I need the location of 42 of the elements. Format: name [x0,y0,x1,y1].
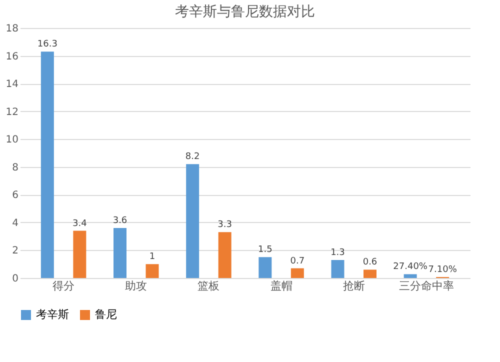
bar [364,270,376,278]
data-label: 3.3 [218,220,232,230]
bar [404,274,417,278]
bar [73,230,86,278]
y-tick-label: 4 [12,218,18,229]
data-label: 1 [149,252,156,262]
data-label: 16.3 [37,40,58,50]
bar [218,232,232,278]
bar [114,228,126,278]
legend-label: 鲁尼 [95,308,117,321]
chart-title: 考辛斯与鲁尼数据对比 [175,4,315,20]
y-tick-label: 16 [6,51,18,62]
x-tick-label: 盖帽 [270,280,292,292]
data-label: 0.7 [290,256,305,266]
x-tick-label: 抢断 [342,280,365,292]
data-label: 7.10% [428,265,458,276]
x-tick-label: 得分 [52,280,75,292]
y-tick-label: 2 [12,246,18,257]
bar [186,164,200,278]
bar [290,268,304,278]
legend-label: 考辛斯 [36,308,69,321]
y-tick-label: 14 [6,79,18,90]
x-tick-label: 助攻 [125,280,148,292]
data-label: 3.4 [72,218,88,229]
y-tick-label: 18 [6,24,18,34]
y-tick-label: 10 [6,134,18,146]
bar [258,257,272,278]
data-label: 8.2 [185,152,200,162]
data-label: 1.3 [330,248,345,258]
y-tick-label: 8 [12,162,18,174]
bar [40,52,54,278]
data-label: 0.6 [362,258,378,268]
x-tick-label: 三分命中率 [398,280,454,292]
data-label: 27.40% [393,262,428,272]
x-tick-label: 篮板 [198,280,220,292]
data-label: 1.5 [258,245,272,256]
y-tick-label: 0 [12,274,18,284]
data-label: 3.6 [112,216,128,226]
y-tick-label: 12 [6,106,18,118]
bar [331,260,344,278]
bar [146,264,159,278]
y-tick-label: 6 [12,190,18,202]
